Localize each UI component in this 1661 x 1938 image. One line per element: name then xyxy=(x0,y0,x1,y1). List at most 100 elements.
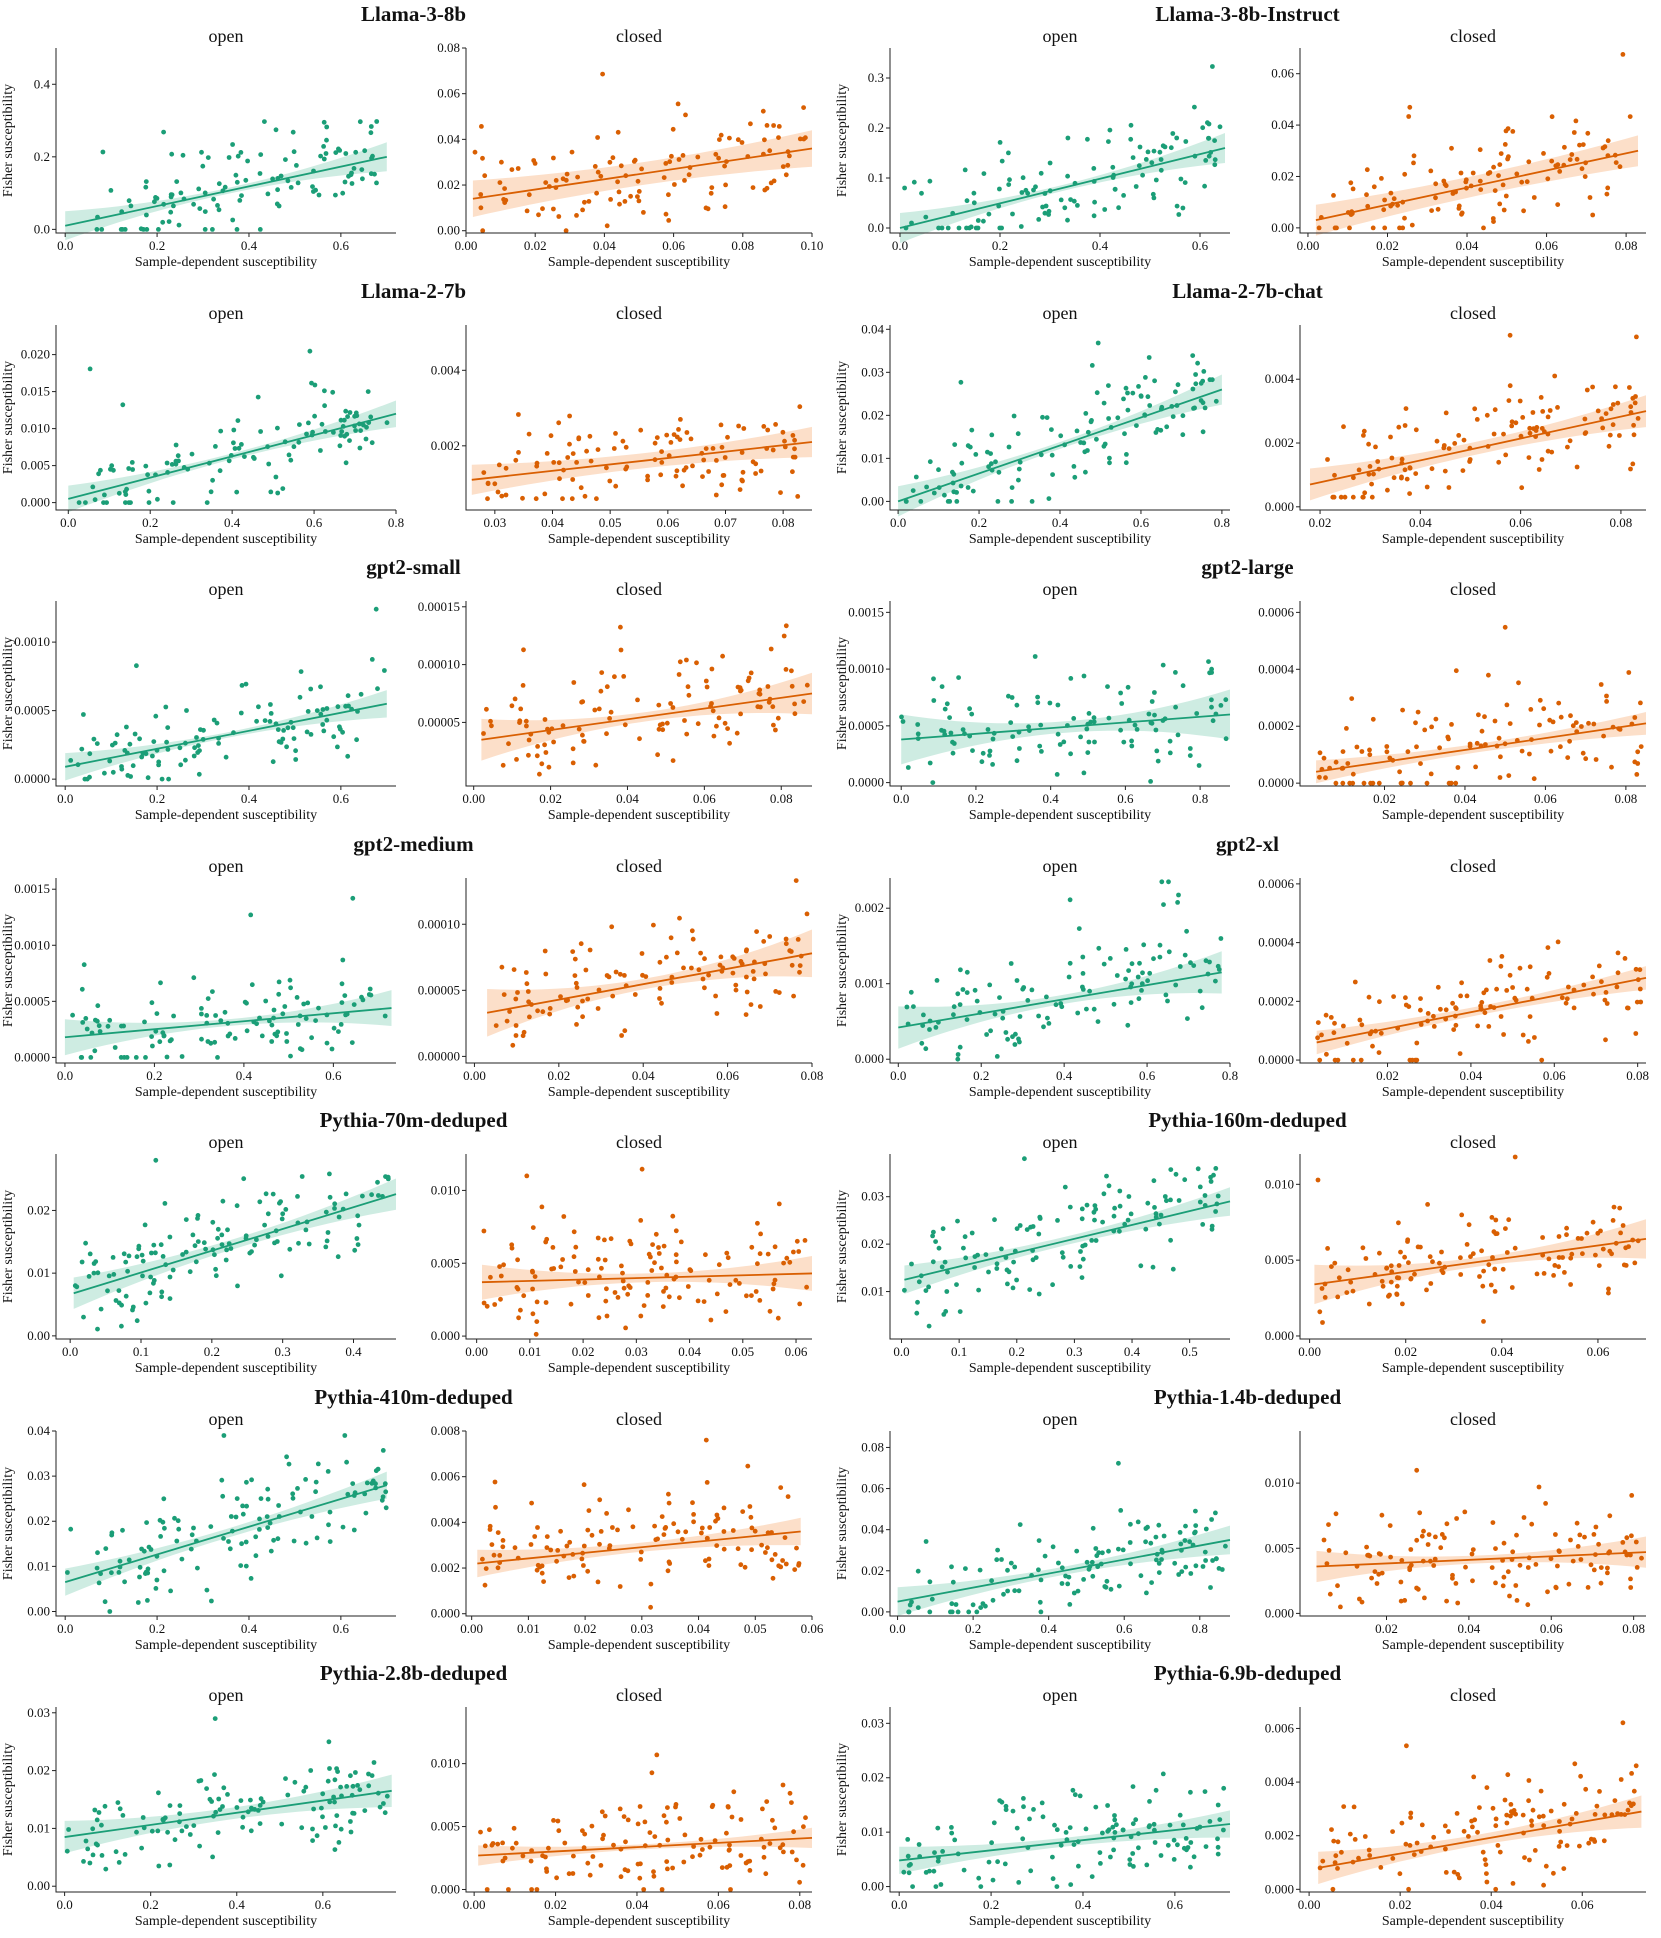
data-point xyxy=(1490,216,1496,221)
data-point xyxy=(105,1023,111,1029)
data-point xyxy=(597,1541,602,1547)
data-point xyxy=(956,675,961,680)
data-point xyxy=(117,1806,123,1812)
data-point xyxy=(1114,972,1120,978)
data-point xyxy=(768,646,774,652)
data-point xyxy=(1556,1255,1562,1260)
y-tick-label: 0.000 xyxy=(431,1328,460,1343)
data-point xyxy=(1324,1051,1329,1057)
subplot-title: closed xyxy=(616,1685,662,1705)
data-point xyxy=(637,1875,643,1881)
data-point xyxy=(1507,332,1513,338)
data-point xyxy=(685,1284,691,1289)
data-point xyxy=(595,446,601,452)
y-axis-label: Fisher susceptibility xyxy=(835,1190,850,1303)
data-point xyxy=(738,711,743,717)
data-point xyxy=(1568,713,1573,719)
data-point xyxy=(1017,1521,1023,1527)
data-point xyxy=(79,746,85,752)
data-point xyxy=(595,1005,601,1011)
data-point xyxy=(534,1567,540,1573)
data-point xyxy=(1037,1599,1043,1605)
data-point xyxy=(1056,1560,1061,1565)
data-point xyxy=(516,1315,521,1321)
data-point xyxy=(1040,414,1045,420)
y-tick-label: 0.010 xyxy=(431,1182,460,1197)
data-point xyxy=(1087,988,1092,994)
data-point xyxy=(1626,670,1632,675)
data-point xyxy=(354,1236,360,1241)
data-point xyxy=(264,1513,270,1519)
data-point xyxy=(1008,960,1014,966)
data-point xyxy=(1078,1249,1083,1254)
data-point xyxy=(714,1291,720,1297)
data-point xyxy=(1579,724,1584,729)
y-tick-label: 0.020 xyxy=(21,346,50,361)
data-point xyxy=(1567,157,1573,163)
y-axis-label: Fisher susceptibility xyxy=(1,360,16,473)
data-point xyxy=(1443,410,1449,415)
data-point xyxy=(1344,1290,1350,1295)
data-point xyxy=(500,1840,505,1846)
data-point xyxy=(1105,684,1110,689)
x-tick-label: 0.04 xyxy=(1480,1897,1503,1912)
regression-line xyxy=(68,412,397,500)
data-point xyxy=(665,1837,671,1843)
regression-line xyxy=(901,713,1231,741)
data-point xyxy=(1144,1590,1149,1595)
data-point xyxy=(1547,407,1553,413)
data-point xyxy=(1556,1264,1561,1270)
data-point xyxy=(1112,1813,1117,1818)
data-point xyxy=(673,1802,679,1807)
data-point xyxy=(1370,716,1376,722)
data-point xyxy=(1402,171,1408,177)
data-point xyxy=(933,1239,938,1244)
data-point xyxy=(776,124,782,129)
data-point xyxy=(1522,1855,1527,1860)
data-point xyxy=(516,411,521,417)
data-point xyxy=(143,463,149,468)
data-point xyxy=(1085,750,1091,755)
data-point xyxy=(1207,1819,1213,1824)
data-point xyxy=(322,402,327,408)
data-point xyxy=(1388,1554,1393,1559)
data-point xyxy=(1356,1855,1361,1861)
data-point xyxy=(1574,1520,1580,1526)
data-point xyxy=(102,492,107,497)
data-point xyxy=(700,1847,705,1852)
data-point xyxy=(677,436,683,442)
data-point xyxy=(1630,461,1636,466)
data-point xyxy=(196,186,202,192)
data-point xyxy=(1497,162,1503,168)
data-point xyxy=(664,720,670,726)
data-point xyxy=(1177,1529,1183,1535)
data-point xyxy=(482,1582,488,1588)
data-point xyxy=(233,172,239,178)
x-tick-label: 0.6 xyxy=(1192,238,1209,253)
data-point xyxy=(787,947,793,953)
data-point xyxy=(306,1241,312,1247)
y-tick-label: 0.010 xyxy=(1265,1176,1294,1191)
data-point xyxy=(1590,974,1595,979)
data-point xyxy=(995,1859,1000,1865)
x-axis-label: Sample-dependent susceptibility xyxy=(548,1085,730,1100)
data-point xyxy=(1507,972,1513,978)
data-point xyxy=(1018,224,1024,229)
data-point xyxy=(1349,696,1355,701)
data-point xyxy=(158,1533,164,1539)
data-point xyxy=(310,1838,315,1843)
data-point xyxy=(1544,974,1550,980)
data-point xyxy=(120,227,125,232)
data-point xyxy=(95,1549,100,1555)
data-point xyxy=(1102,441,1108,446)
data-point xyxy=(480,155,485,161)
data-point xyxy=(210,988,215,994)
y-tick-label: 0.010 xyxy=(1265,1475,1294,1490)
data-point xyxy=(1502,1797,1508,1803)
data-point xyxy=(963,1565,968,1571)
data-point xyxy=(980,750,986,756)
data-point xyxy=(258,152,264,158)
data-point xyxy=(358,427,363,433)
data-point xyxy=(600,1836,605,1842)
